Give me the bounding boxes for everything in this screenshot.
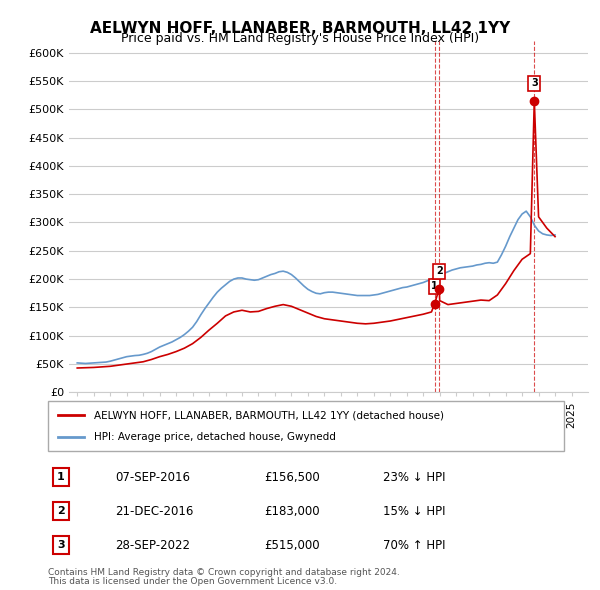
Text: 21-DEC-2016: 21-DEC-2016 bbox=[115, 504, 193, 517]
Text: 2: 2 bbox=[57, 506, 65, 516]
Text: 23% ↓ HPI: 23% ↓ HPI bbox=[383, 470, 446, 484]
Text: 70% ↑ HPI: 70% ↑ HPI bbox=[383, 539, 446, 552]
Text: £515,000: £515,000 bbox=[265, 539, 320, 552]
Text: Contains HM Land Registry data © Crown copyright and database right 2024.: Contains HM Land Registry data © Crown c… bbox=[48, 568, 400, 576]
Text: 2: 2 bbox=[436, 266, 443, 276]
Text: This data is licensed under the Open Government Licence v3.0.: This data is licensed under the Open Gov… bbox=[48, 577, 337, 586]
Text: AELWYN HOFF, LLANABER, BARMOUTH, LL42 1YY (detached house): AELWYN HOFF, LLANABER, BARMOUTH, LL42 1Y… bbox=[94, 410, 445, 420]
FancyBboxPatch shape bbox=[48, 401, 564, 451]
Text: AELWYN HOFF, LLANABER, BARMOUTH, LL42 1YY: AELWYN HOFF, LLANABER, BARMOUTH, LL42 1Y… bbox=[90, 21, 510, 35]
Text: 3: 3 bbox=[531, 78, 538, 88]
Text: 07-SEP-2016: 07-SEP-2016 bbox=[115, 470, 190, 484]
Text: 15% ↓ HPI: 15% ↓ HPI bbox=[383, 504, 446, 517]
Text: 1: 1 bbox=[57, 472, 65, 482]
Text: 28-SEP-2022: 28-SEP-2022 bbox=[115, 539, 190, 552]
Text: £183,000: £183,000 bbox=[265, 504, 320, 517]
Text: 1: 1 bbox=[431, 281, 438, 291]
Text: Price paid vs. HM Land Registry's House Price Index (HPI): Price paid vs. HM Land Registry's House … bbox=[121, 32, 479, 45]
Text: HPI: Average price, detached house, Gwynedd: HPI: Average price, detached house, Gwyn… bbox=[94, 432, 337, 442]
Text: 3: 3 bbox=[57, 540, 65, 550]
Text: £156,500: £156,500 bbox=[265, 470, 320, 484]
